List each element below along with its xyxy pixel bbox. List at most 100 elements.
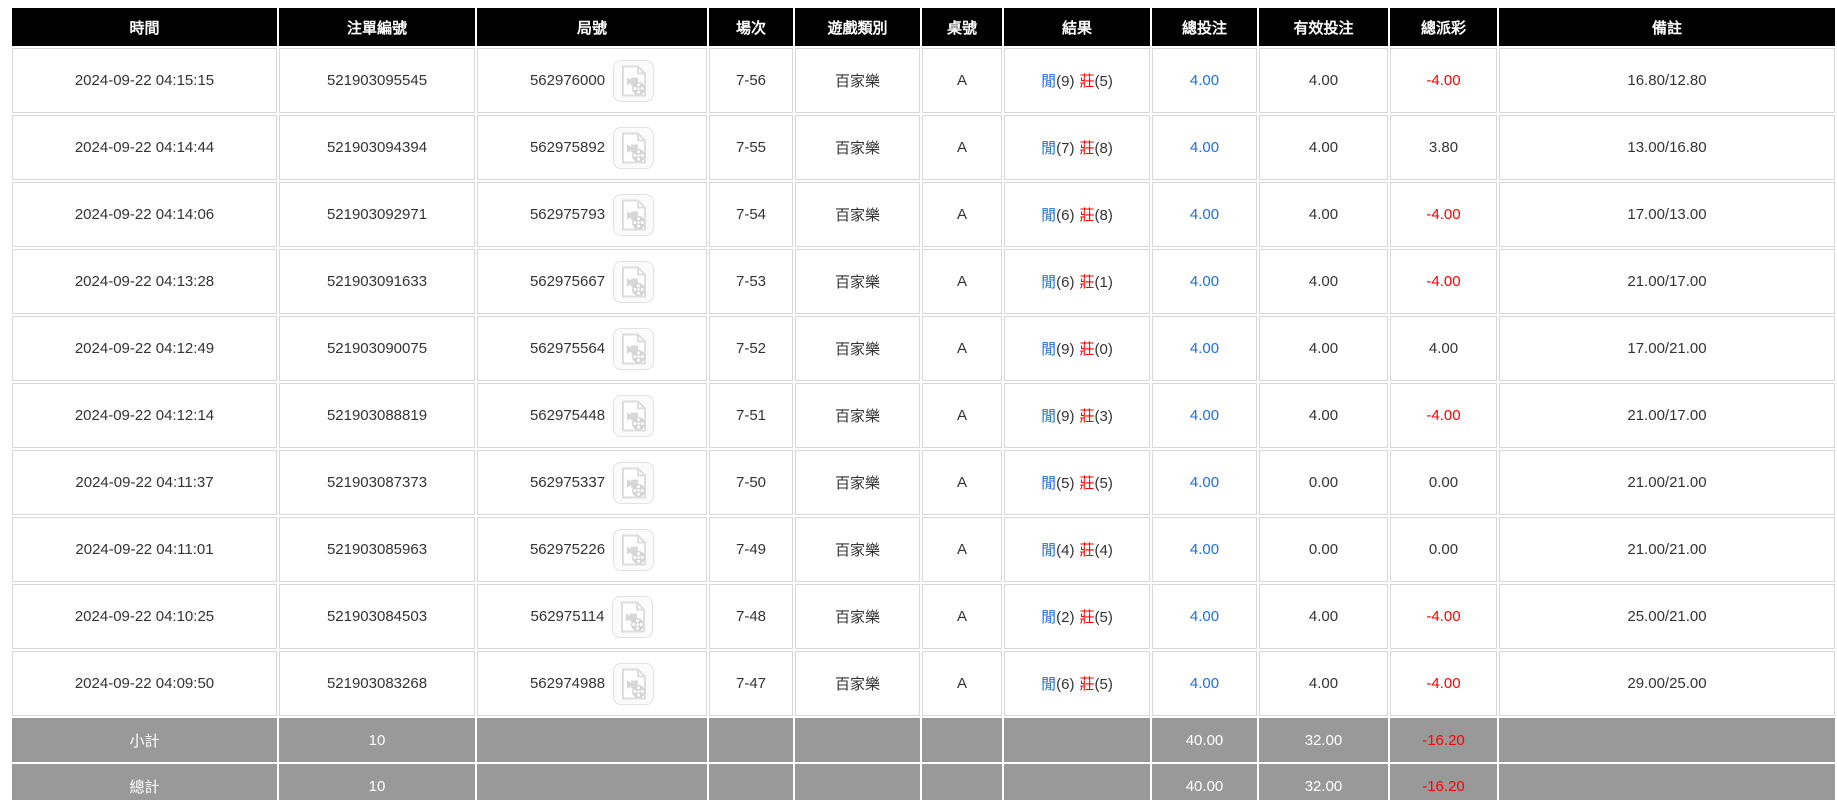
session-cell: 7-49 (709, 517, 793, 582)
video-replay-button[interactable] (613, 528, 655, 571)
summary-row: 總計 10 40.00 32.00 -16.20 (12, 764, 1835, 800)
col-header-result: 結果 (1004, 8, 1150, 46)
round-id-value: 562975667 (529, 273, 606, 290)
result-banker-label: 莊 (1079, 676, 1095, 693)
result-player-label: 閒 (1041, 140, 1057, 157)
summary-empty-table-no-cell (922, 764, 1002, 800)
video-replay-icon (621, 467, 646, 498)
round-id-content: 562976000 (482, 59, 702, 102)
total-bet-link[interactable]: 4.00 (1152, 316, 1257, 381)
round-id-value: 562976000 (529, 72, 606, 89)
video-replay-icon (621, 65, 646, 96)
bet-id-cell: 521903090075 (279, 316, 475, 381)
valid-bet-cell: 4.00 (1259, 316, 1388, 381)
summary-valid-bet-cell: 32.00 (1259, 764, 1388, 800)
summary-total-bet-cell: 40.00 (1152, 764, 1257, 800)
bet-id-cell: 521903085963 (279, 517, 475, 582)
remark-cell: 17.00/13.00 (1499, 182, 1835, 247)
summary-count-cell: 10 (279, 764, 475, 800)
session-cell: 7-52 (709, 316, 793, 381)
time-cell: 2024-09-22 04:11:37 (12, 450, 277, 515)
col-header-session: 場次 (709, 8, 793, 46)
col-header-bet-id: 注單編號 (279, 8, 475, 46)
col-header-game-type: 遊戲類別 (795, 8, 920, 46)
bet-id-cell: 521903087373 (279, 450, 475, 515)
bet-id-cell: 521903084503 (279, 584, 475, 649)
total-payout-cell: -4.00 (1390, 651, 1497, 716)
col-header-total-bet: 總投注 (1152, 8, 1257, 46)
total-bet-link[interactable]: 4.00 (1152, 517, 1257, 582)
summary-empty-game-type-cell (795, 764, 920, 800)
total-bet-link[interactable]: 4.00 (1152, 383, 1257, 448)
total-bet-link[interactable]: 4.00 (1152, 48, 1257, 113)
video-replay-button[interactable] (613, 59, 655, 102)
table-header: 時間 注單編號 局號 場次 遊戲類別 桌號 結果 總投注 有效投注 總派彩 備註 (12, 8, 1835, 46)
video-replay-button[interactable] (613, 260, 655, 303)
round-id-value: 562975892 (529, 139, 606, 156)
result-cell: 閒(7) 莊(8) (1004, 115, 1150, 180)
result-banker-label: 莊 (1079, 475, 1095, 492)
table-row: 2024-09-22 04:09:50 521903083268 562974988… (12, 651, 1835, 716)
valid-bet-cell: 4.00 (1259, 249, 1388, 314)
bet-id-cell: 521903092971 (279, 182, 475, 247)
valid-bet-cell: 0.00 (1259, 450, 1388, 515)
time-cell: 2024-09-22 04:13:28 (12, 249, 277, 314)
round-id-cell: 562976000 (477, 48, 707, 113)
table-no-cell: A (922, 316, 1002, 381)
video-replay-button[interactable] (613, 461, 655, 504)
table-row: 2024-09-22 04:11:01 521903085963 562975226… (12, 517, 1835, 582)
valid-bet-cell: 4.00 (1259, 383, 1388, 448)
game-type-cell: 百家樂 (795, 115, 920, 180)
result-cell: 閒(6) 莊(1) (1004, 249, 1150, 314)
table-row: 2024-09-22 04:12:49 521903090075 562975564… (12, 316, 1835, 381)
table-no-cell: A (922, 383, 1002, 448)
video-replay-button[interactable] (613, 662, 655, 705)
table-row: 2024-09-22 04:13:28 521903091633 562975667… (12, 249, 1835, 314)
time-cell: 2024-09-22 04:10:25 (12, 584, 277, 649)
time-cell: 2024-09-22 04:09:50 (12, 651, 277, 716)
video-replay-button[interactable] (613, 394, 655, 437)
result-banker-label: 莊 (1079, 207, 1095, 224)
round-id-cell: 562974988 (477, 651, 707, 716)
summary-row: 小計 10 40.00 32.00 -16.20 (12, 718, 1835, 762)
table-no-cell: A (922, 48, 1002, 113)
total-bet-link[interactable]: 4.00 (1152, 249, 1257, 314)
video-replay-button[interactable] (613, 327, 655, 370)
total-bet-link[interactable]: 4.00 (1152, 584, 1257, 649)
col-header-table-no: 桌號 (922, 8, 1002, 46)
valid-bet-cell: 4.00 (1259, 182, 1388, 247)
result-player-label: 閒 (1041, 408, 1057, 425)
total-bet-link[interactable]: 4.00 (1152, 651, 1257, 716)
round-id-value: 562975114 (530, 608, 605, 625)
total-payout-cell: 4.00 (1390, 316, 1497, 381)
session-cell: 7-51 (709, 383, 793, 448)
video-replay-button[interactable] (613, 193, 655, 236)
valid-bet-cell: 4.00 (1259, 115, 1388, 180)
remark-cell: 21.00/21.00 (1499, 450, 1835, 515)
summary-empty-result-cell (1004, 718, 1150, 762)
bet-history-table: 時間 注單編號 局號 場次 遊戲類別 桌號 結果 總投注 有效投注 總派彩 備註… (10, 6, 1837, 800)
total-payout-cell: 3.80 (1390, 115, 1497, 180)
game-type-cell: 百家樂 (795, 651, 920, 716)
bet-id-cell: 521903091633 (279, 249, 475, 314)
video-replay-button[interactable] (613, 126, 655, 169)
round-id-content: 562975564 (482, 327, 702, 370)
total-payout-cell: 0.00 (1390, 450, 1497, 515)
round-id-content: 562975892 (482, 126, 702, 169)
video-replay-icon (621, 266, 646, 297)
video-replay-button[interactable] (612, 595, 654, 638)
result-banker-score: (5) (1094, 676, 1113, 693)
video-replay-icon (621, 199, 646, 230)
round-id-value: 562975337 (529, 474, 606, 491)
time-cell: 2024-09-22 04:14:06 (12, 182, 277, 247)
table-body: 2024-09-22 04:15:15 521903095545 562976000… (12, 48, 1835, 716)
total-bet-link[interactable]: 4.00 (1152, 115, 1257, 180)
remark-cell: 16.80/12.80 (1499, 48, 1835, 113)
round-id-value: 562974988 (529, 675, 606, 692)
total-bet-link[interactable]: 4.00 (1152, 450, 1257, 515)
time-cell: 2024-09-22 04:15:15 (12, 48, 277, 113)
total-bet-link[interactable]: 4.00 (1152, 182, 1257, 247)
result-player-score: (6) (1056, 207, 1075, 224)
round-id-cell: 562975793 (477, 182, 707, 247)
result-player-label: 閒 (1041, 609, 1057, 626)
